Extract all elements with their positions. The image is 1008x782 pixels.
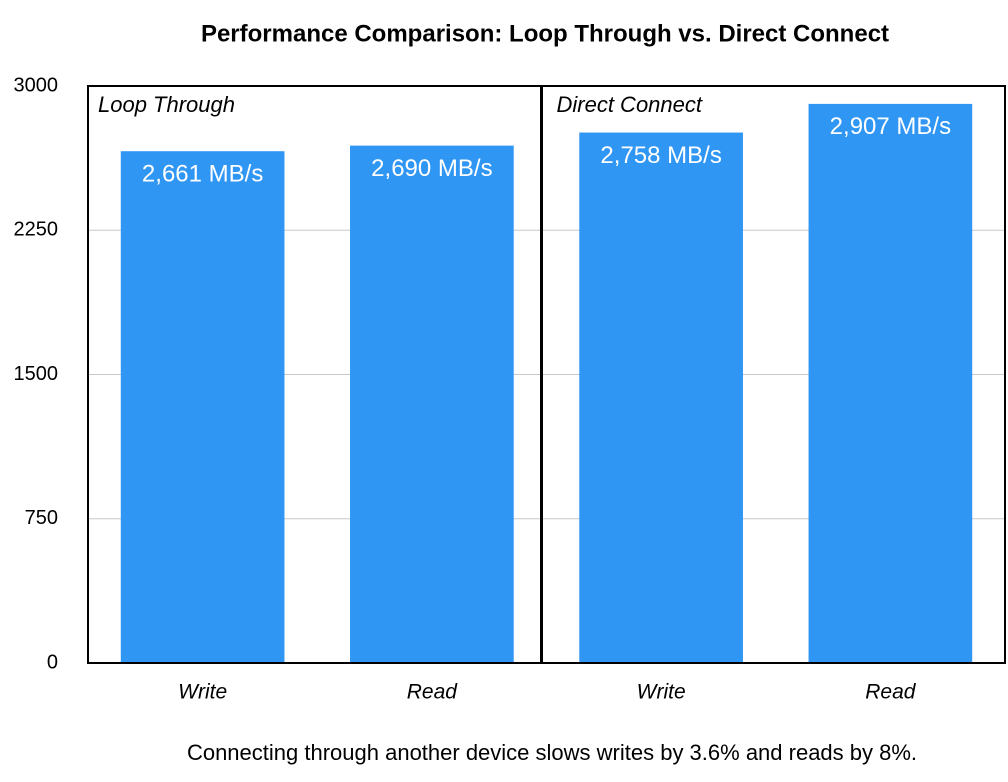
value-label: 2,690 MB/s [371, 155, 492, 182]
x-tick-label: Read [407, 681, 459, 704]
plot-frame [87, 85, 1006, 664]
annotation: Connecting through another device slows … [187, 740, 917, 765]
x-tick-label: Write [178, 681, 227, 704]
value-label: 2,907 MB/s [830, 113, 951, 140]
bar [808, 103, 973, 663]
group-label: Direct Connect [557, 92, 703, 117]
y-tick-label: 1500 [14, 363, 59, 385]
y-tick-label: 2250 [14, 219, 59, 241]
value-label: 2,661 MB/s [142, 161, 263, 188]
group-label: Loop Through [98, 92, 235, 117]
bar [579, 132, 743, 663]
bar [350, 145, 514, 663]
chart-title: Performance Comparison: Loop Through vs.… [201, 20, 889, 47]
y-tick-label: 0 [47, 651, 58, 673]
x-tick-label: Write [637, 681, 686, 704]
x-tick-label: Read [865, 681, 917, 704]
y-tick-label: 750 [25, 507, 58, 529]
bar [120, 151, 285, 664]
value-label: 2,758 MB/s [600, 142, 721, 169]
y-tick-label: 3000 [14, 74, 59, 96]
